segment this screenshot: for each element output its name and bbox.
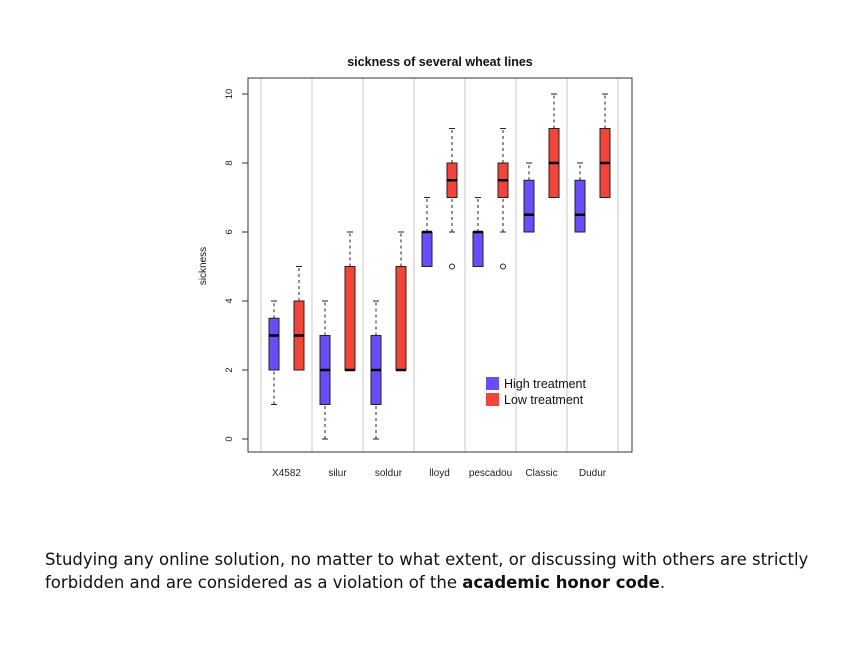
box-body: [268, 317, 280, 371]
y-tick-label: 2: [224, 367, 235, 372]
box-Dudur-high: [574, 162, 586, 233]
boxes: [268, 93, 611, 440]
x-tick-label: X4582: [272, 468, 301, 479]
notice-text: Studying any online solution, no matter …: [45, 550, 809, 592]
y-tick-label: 6: [224, 229, 235, 234]
plot-frame: [247, 77, 633, 453]
box-soldur-high: [370, 300, 382, 440]
notice-emphasis: academic honor code: [462, 573, 660, 592]
box-lloyd-low: [446, 128, 458, 270]
y-tick-label: 10: [224, 89, 235, 100]
x-tick-label: pescadou: [469, 468, 512, 479]
y-axis-label: sickness: [198, 247, 209, 285]
x-tick-label: lloyd: [429, 468, 450, 479]
box-body: [421, 231, 433, 267]
legend: High treatment Low treatment: [486, 377, 587, 407]
box-body: [344, 266, 356, 371]
chart-title: sickness of several wheat lines: [347, 55, 533, 69]
x-tick-label: Classic: [525, 468, 557, 479]
box-body: [574, 179, 586, 233]
box-body: [472, 231, 484, 267]
box-silur-low: [344, 231, 356, 372]
box-lloyd-high: [421, 197, 433, 267]
category-separators: [260, 78, 619, 452]
y-axis: 0 2 4 6 8 10: [224, 89, 249, 442]
box-Dudur-low: [599, 93, 611, 198]
legend-label: High treatment: [504, 377, 587, 391]
outlier-point: [449, 263, 455, 270]
box-body: [395, 266, 407, 371]
boxplot-chart: sickness of several wheat lines sickness…: [198, 55, 633, 479]
box-body: [523, 179, 535, 233]
y-tick-label: 8: [224, 160, 235, 165]
box-Classic-high: [523, 162, 535, 233]
honor-code-notice: Studying any online solution, no matter …: [45, 548, 825, 594]
box-pescadou-high: [472, 197, 484, 267]
x-tick-label: soldur: [375, 468, 403, 479]
outlier-point: [500, 263, 506, 270]
notice-end: .: [659, 573, 666, 592]
y-tick-label: 0: [224, 436, 235, 441]
legend-label: Low treatment: [504, 393, 584, 407]
box-X4582-low: [293, 266, 305, 371]
x-tick-labels: X4582 silur soldur lloyd pescadou Classic Dudu…: [272, 468, 607, 479]
x-tick-label: Dudur: [579, 468, 607, 479]
legend-swatch: [486, 393, 499, 406]
box-silur-high: [319, 300, 331, 440]
legend-swatch: [486, 377, 499, 390]
box-soldur-low: [395, 231, 407, 372]
x-tick-label: silur: [328, 468, 347, 479]
box-pescadou-low: [497, 128, 509, 270]
y-tick-label: 4: [224, 298, 235, 303]
box-Classic-low: [548, 93, 560, 198]
box-X4582-high: [268, 300, 280, 405]
